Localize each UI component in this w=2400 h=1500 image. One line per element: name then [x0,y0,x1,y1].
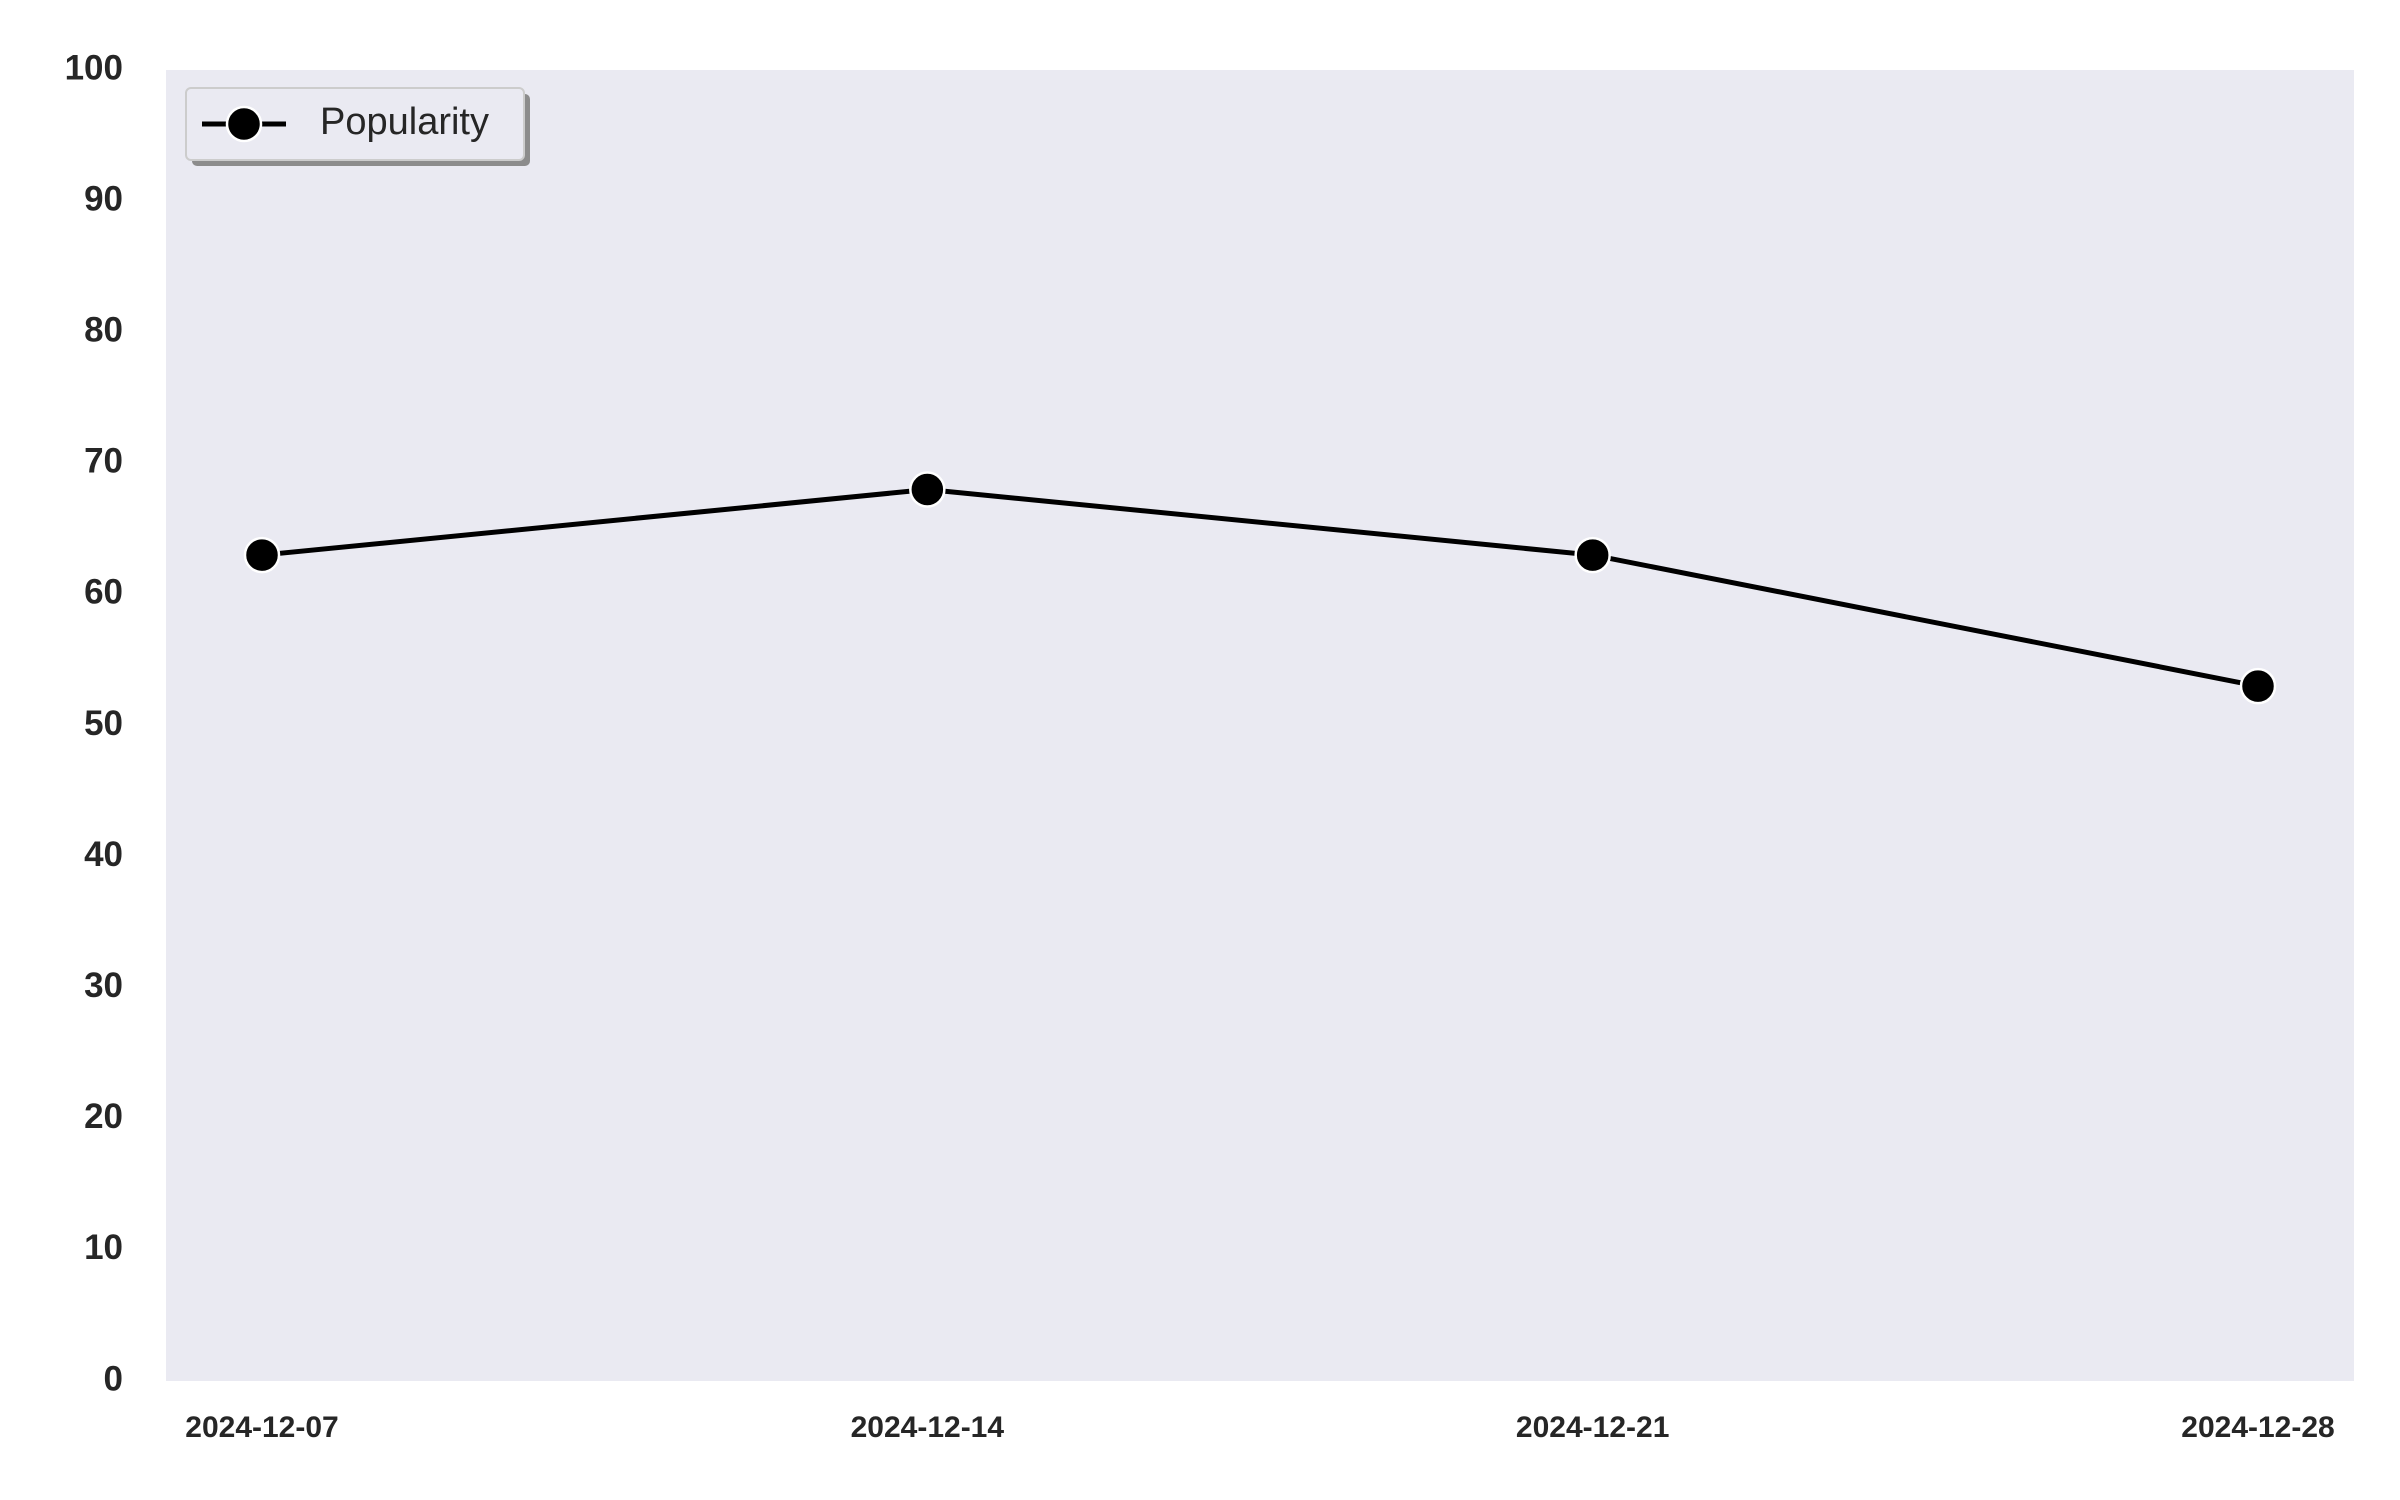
legend-marker-swatch [225,105,263,143]
y-tick-label: 10 [84,1228,123,1267]
data-point [243,536,281,574]
y-tick-label: 40 [84,835,123,874]
y-axis-ticks: 0 10 20 30 40 50 60 70 80 90 100 [65,48,123,1398]
y-tick-label: 30 [84,966,123,1005]
y-tick-label: 20 [84,1097,123,1136]
plot-area [166,70,2354,1381]
series-layer [243,471,2277,705]
legend-label: Popularity [320,101,489,143]
data-point [909,471,946,508]
y-tick-label: 80 [84,310,123,349]
legend-box [185,87,525,161]
y-tick-label: 70 [84,442,123,481]
data-point [2239,667,2277,705]
y-tick-label: 50 [84,704,123,743]
y-tick-label: 0 [104,1359,123,1398]
data-point [1574,536,1611,574]
series-line-0 [261,487,2259,689]
y-tick-label: 90 [84,179,123,218]
x-tick-label: 2024-12-14 [851,1411,1005,1444]
x-tick-label: 2024-12-21 [1516,1411,1669,1444]
y-tick-label: 100 [65,48,123,87]
legend: Popularity [185,87,530,166]
y-tick-label: 60 [84,573,123,612]
x-axis-ticks: 2024-12-07 2024-12-14 2024-12-21 2024-12-28 [185,1411,2334,1444]
x-tick-label: 2024-12-07 [185,1411,338,1444]
x-tick-label: 2024-12-28 [2181,1411,2334,1444]
